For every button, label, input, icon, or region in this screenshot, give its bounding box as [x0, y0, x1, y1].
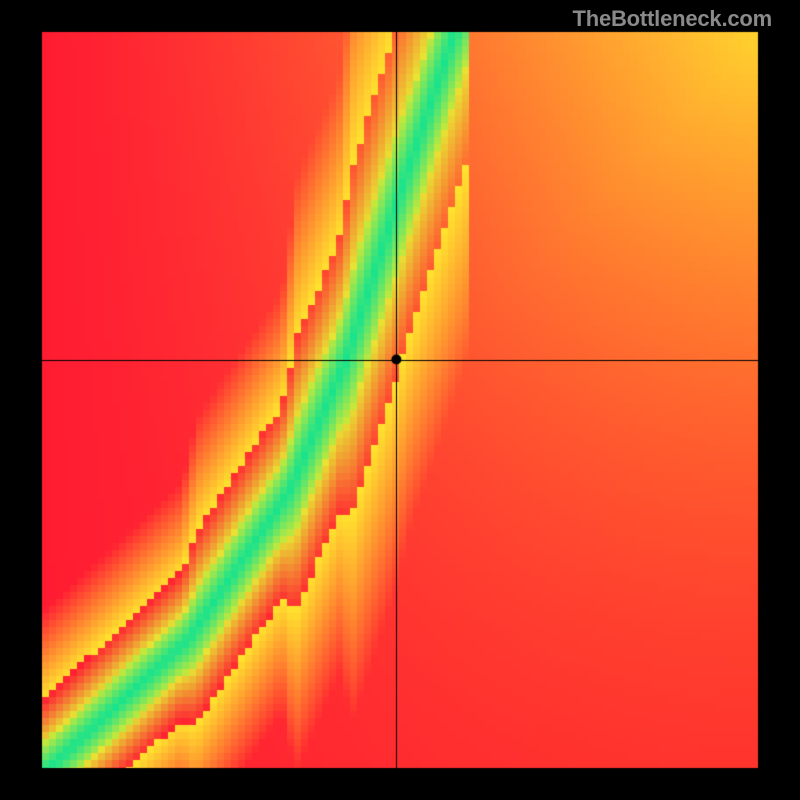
watermark-text: TheBottleneck.com [572, 6, 772, 32]
heatmap-canvas [0, 0, 800, 800]
chart-container: TheBottleneck.com [0, 0, 800, 800]
